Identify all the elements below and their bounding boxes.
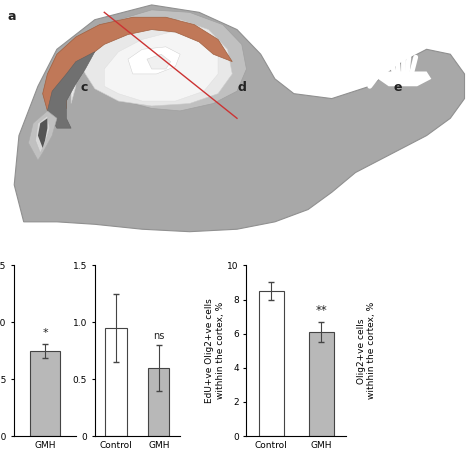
- Y-axis label: EdU+ve Olig2+ve cells
withhin the cortex, %: EdU+ve Olig2+ve cells withhin the cortex…: [205, 299, 225, 403]
- Text: d: d: [237, 81, 246, 93]
- Bar: [309, 332, 334, 436]
- Text: e: e: [393, 81, 402, 93]
- Text: c: c: [81, 81, 88, 93]
- Bar: [259, 291, 284, 436]
- Polygon shape: [237, 143, 284, 202]
- Y-axis label: Olig2+ve cells
withhin the cortex, %: Olig2+ve cells withhin the cortex, %: [357, 302, 376, 400]
- Polygon shape: [43, 17, 232, 111]
- Polygon shape: [228, 136, 294, 210]
- Bar: [29, 351, 61, 436]
- Text: **: **: [315, 304, 327, 318]
- Polygon shape: [38, 118, 47, 148]
- Polygon shape: [128, 47, 180, 74]
- Polygon shape: [47, 52, 95, 128]
- Text: ns: ns: [153, 330, 164, 340]
- Text: a: a: [7, 10, 16, 23]
- Polygon shape: [47, 10, 246, 111]
- Polygon shape: [374, 72, 431, 86]
- Polygon shape: [14, 5, 465, 232]
- Text: *: *: [42, 328, 48, 338]
- Polygon shape: [28, 111, 57, 160]
- Bar: [148, 368, 169, 436]
- Polygon shape: [36, 116, 50, 153]
- Polygon shape: [71, 20, 232, 106]
- Polygon shape: [104, 32, 218, 101]
- Bar: [105, 328, 127, 436]
- Polygon shape: [147, 54, 171, 69]
